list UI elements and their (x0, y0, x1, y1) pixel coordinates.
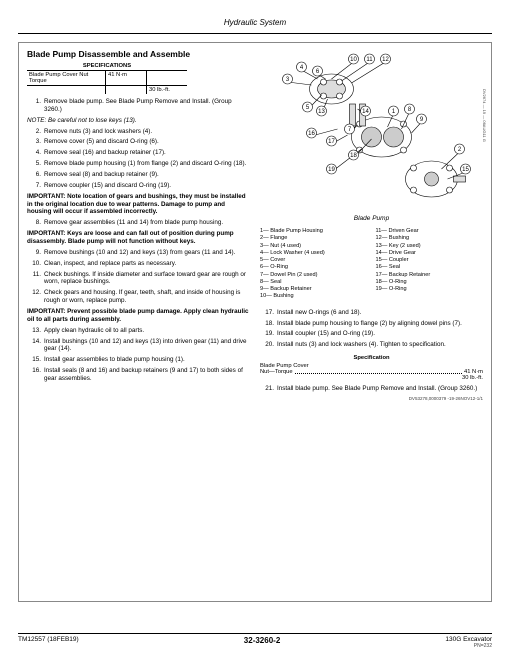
part-item: 19— O-Ring (376, 286, 484, 293)
top-rule (18, 33, 492, 34)
step: 7.Remove coupler (15) and discard O-ring… (27, 182, 250, 190)
parts-list: 1— Blade Pump Housing2— Flange3— Nut (4 … (260, 228, 483, 301)
footer-right: 130G Excavator (445, 636, 492, 643)
right-steps-2: 21.Install blade pump. See Blade Pump Re… (260, 385, 483, 393)
footer-pn: PN=232 (445, 643, 492, 649)
part-item: 8— Seal (260, 279, 368, 286)
diagram-side-caption: DV2674 — 19 — 06AUG11 G (482, 89, 487, 142)
section-title: Hydraulic System (18, 18, 492, 27)
note: NOTE: Be careful not to lose keys (13). (27, 117, 250, 125)
step: 18.Install blade pump housing to flange … (260, 320, 483, 328)
part-item: 17— Backup Retainer (376, 272, 484, 279)
spec-v2: 30 lb.-ft. (147, 86, 187, 94)
spec-box: SPECIFICATIONS Blade Pump Cover Nut Torq… (27, 63, 187, 94)
svg-text:10: 10 (350, 57, 357, 63)
step: 3.Remove cover (5) and discard O-ring (6… (27, 138, 250, 146)
svg-text:19: 19 (328, 167, 335, 173)
part-item: 15— Coupler (376, 257, 484, 264)
spec-inline: Specification Blade Pump Cover Nut—Torqu… (260, 355, 483, 381)
important-note: IMPORTANT: Prevent possible blade pump d… (27, 308, 250, 324)
step: 8.Remove gear assemblies (11 and 14) fro… (27, 219, 250, 227)
right-column: DV2674 — 19 — 06AUG11 G (260, 49, 483, 401)
part-item: 9— Backup Retainer (260, 286, 368, 293)
step: 15.Install gear assemblies to blade pump… (27, 356, 250, 364)
svg-text:15: 15 (462, 167, 469, 173)
part-item: 11— Driven Gear (376, 228, 484, 235)
part-item: 6— O-Ring (260, 264, 368, 271)
step: 6.Remove seal (8) and backup retainer (9… (27, 171, 250, 179)
right-steps: 17.Install new O-rings (6 and 18). 18.Ins… (260, 309, 483, 349)
step: 1.Remove blade pump. See Blade Pump Remo… (27, 98, 250, 114)
page-footer: TM12557 (18FEB19) 32-3260-2 130G Excavat… (18, 633, 492, 649)
step: 16.Install seals (8 and 16) and backup r… (27, 367, 250, 383)
svg-text:12: 12 (382, 57, 389, 63)
part-item: 3— Nut (4 used) (260, 243, 368, 250)
svg-text:17: 17 (328, 139, 335, 145)
step: 12.Check gears and housing. If gear, tee… (27, 289, 250, 305)
svg-text:13: 13 (318, 109, 325, 115)
step: 13.Apply clean hydraulic oil to all part… (27, 327, 250, 335)
part-item: 7— Dowel Pin (2 used) (260, 272, 368, 279)
step: 11.Check bushings. If inside diameter an… (27, 271, 250, 287)
step: 2.Remove nuts (3) and lock washers (4). (27, 128, 250, 136)
svg-text:18: 18 (350, 153, 357, 159)
important-note: IMPORTANT: Keys are loose and can fall o… (27, 230, 250, 246)
part-item: 2— Flange (260, 235, 368, 242)
step: 17.Install new O-rings (6 and 18). (260, 309, 483, 317)
step: 14.Install bushings (10 and 12) and keys… (27, 338, 250, 354)
procedure-heading: Blade Pump Disassemble and Assemble (27, 49, 250, 59)
part-item: 10— Bushing (260, 293, 368, 300)
part-item: 12— Bushing (376, 235, 484, 242)
svg-text:11: 11 (366, 57, 373, 63)
spec-v1: 41 N·m (106, 71, 147, 85)
part-item: 18— O-Ring (376, 279, 484, 286)
step: 21.Install blade pump. See Blade Pump Re… (260, 385, 483, 393)
part-item: 16— Seal (376, 264, 484, 271)
step: 4.Remove seal (16) and backup retainer (… (27, 149, 250, 157)
svg-text:14: 14 (362, 109, 369, 115)
part-item: 1— Blade Pump Housing (260, 228, 368, 235)
revision-code: DV53278,0000379 -19-26NOV12-1/1 (260, 396, 483, 401)
spec-title: SPECIFICATIONS (27, 63, 187, 71)
part-item: 4— Lock Washer (4 used) (260, 250, 368, 257)
step: 20.Install nuts (3) and lock washers (4)… (260, 341, 483, 349)
exploded-diagram: DV2674 — 19 — 06AUG11 G (260, 49, 483, 219)
footer-left: TM12557 (18FEB19) (18, 636, 79, 649)
part-item: 5— Cover (260, 257, 368, 264)
spec2-title: Specification (260, 355, 483, 361)
step: 19.Install coupler (15) and O-ring (19). (260, 330, 483, 338)
important-note: IMPORTANT: Note location of gears and bu… (27, 193, 250, 217)
spec-label: Blade Pump Cover Nut Torque (27, 71, 106, 85)
part-item: 14— Drive Gear (376, 250, 484, 257)
step: 9.Remove bushings (10 and 12) and keys (… (27, 249, 250, 257)
step: 10.Clean, inspect, and replace parts as … (27, 260, 250, 268)
step: 5.Remove blade pump housing (1) from fla… (27, 160, 250, 168)
footer-center: 32-3260-2 (244, 636, 280, 649)
spec2-val2: 30 lb.-ft. (462, 375, 483, 381)
content-frame: Blade Pump Disassemble and Assemble SPEC… (18, 42, 492, 602)
left-column: Blade Pump Disassemble and Assemble SPEC… (27, 49, 250, 401)
left-steps: 1.Remove blade pump. See Blade Pump Remo… (27, 98, 250, 383)
svg-text:16: 16 (308, 131, 315, 137)
part-item: 13— Key (2 used) (376, 243, 484, 250)
